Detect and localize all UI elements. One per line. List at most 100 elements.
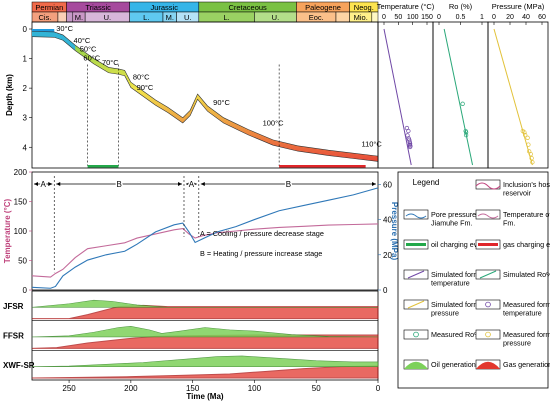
oil-rate-2 (31, 355, 379, 367)
legend-label: temperature (503, 308, 542, 317)
stage-1 (57, 11, 67, 23)
isotherm-label-5: 80°C (133, 73, 150, 82)
generation-rate-panel: JFSR FFSR XWF-SR 250 200 150 100 50 0 Time (Ma) (3, 290, 381, 401)
stage-label-10: Eoc. (309, 13, 324, 22)
legend-label: pressure (503, 338, 531, 347)
stage-label-6: M. (166, 13, 174, 22)
stage-13 (371, 11, 379, 23)
depth-tick-label-2: 2 (23, 84, 28, 93)
profile-point-1-3 (463, 132, 469, 138)
legend-label: Simulated formation (431, 270, 495, 279)
depth-tick-label-4: 4 (23, 143, 28, 152)
stage-label-9: U. (272, 13, 280, 22)
profile-line-1 (443, 28, 474, 166)
isotherm-label-3: 60°C (83, 54, 100, 63)
time-tick-label-4: 50 (312, 384, 321, 393)
burial-top-line (31, 31, 379, 157)
stage-label-0: A (40, 180, 46, 189)
isotherm-label-1: 40°C (74, 36, 91, 45)
legend-item-7: Simulated Ro% (475, 269, 550, 280)
stratigraphy-bar: Permian Triassic Jurassic Cretaceous Paleoge… (31, 1, 379, 23)
legend-label: Pore pressure of (431, 210, 484, 219)
profile-tick-label-0-0: 0 (382, 14, 386, 21)
legend-swatch (475, 299, 501, 310)
stage-label-12: Mio. (354, 13, 368, 22)
burial-bottom-line (31, 36, 379, 162)
annotation-a: A = Cooling / pressure decrease stage (200, 229, 324, 238)
time-tick-label-5: 0 (376, 384, 381, 393)
isotherm-label-2: 50°C (80, 45, 97, 54)
legend-label: Fm. (503, 218, 515, 227)
profile-line-2 (493, 28, 533, 166)
stage-arrowhead-r-3 (372, 182, 376, 186)
time-tick-label-0: 250 (62, 384, 76, 393)
oil-rate-1 (31, 326, 379, 338)
stage-label-2: A (189, 180, 195, 189)
temp-axis-label: Temperature (°C) (3, 198, 12, 263)
stage-arrowhead-l-3 (200, 182, 205, 186)
period-label-4: Paleogene (305, 3, 341, 12)
legend-hump (404, 361, 428, 369)
time-axis-label: Time (Ma) (186, 392, 224, 401)
profile-tick-label-1-2: 1 (480, 14, 484, 21)
press-tick-label-3: 60 (383, 180, 392, 189)
profile-title-1: Ro (%) (449, 2, 473, 11)
legend-label: Gas generation rate (503, 360, 550, 369)
stage-label-0: Cis. (39, 13, 52, 22)
legend-swatch (475, 329, 501, 340)
period-label-1: Triassic (85, 3, 111, 12)
annotation-b: B = Heating / pressure increase stage (200, 249, 322, 258)
stage-arrowhead-l-1 (56, 182, 61, 186)
stage-11 (335, 11, 350, 23)
isotherm-label-0: 30°C (56, 24, 73, 33)
legend-label: Measured formation (503, 330, 550, 339)
isotherm-label-8: 100°C (263, 119, 285, 128)
stage-label-5: L. (143, 13, 149, 22)
isotherm-label-6: 90°C (137, 83, 154, 92)
isotherm-label-9: 110°C (361, 139, 382, 148)
legend-line (477, 213, 499, 219)
oil-rate-0 (31, 299, 378, 308)
period-label-3: Cretaceous (228, 3, 267, 12)
legend-label: reservoir (503, 188, 532, 197)
profile-line-0 (383, 28, 412, 166)
legend-label: pressure (431, 308, 459, 317)
legend-swatch (475, 179, 501, 190)
period-label-0: Permian (35, 3, 63, 12)
legend-diag (407, 270, 425, 279)
legend-diag (479, 270, 497, 279)
isotherm-label-4: 70°C (102, 58, 119, 67)
legend-item-4: oil charging event (403, 239, 487, 250)
profile-tick-label-0-2: 100 (407, 14, 419, 21)
legend-title: Legend (413, 178, 440, 187)
legend-label: Temperature of Jiamuhe (503, 210, 550, 219)
stage-label-3: M. (75, 13, 83, 22)
press-tick-label-0: 0 (383, 286, 388, 295)
legend-label: gas charging event (503, 240, 550, 249)
stage-label-4: U. (104, 13, 112, 22)
temp-tick-label-0: 0 (23, 286, 28, 295)
legend-circle (413, 331, 419, 338)
profile-tick-label-2-0: 0 (492, 14, 496, 21)
stage-arrowhead-r-0 (48, 182, 53, 186)
profile-point-0-4 (407, 137, 412, 143)
legend-label: Measured formation (503, 300, 550, 309)
time-tick-label-2: 150 (186, 384, 200, 393)
profile-tick-label-2-3: 60 (538, 14, 546, 21)
stage-arrowhead-l-2 (185, 182, 190, 186)
profile-frame-2 (487, 21, 549, 169)
profile-point-2-3 (525, 135, 530, 140)
stage-arrowhead-l-0 (34, 182, 38, 186)
profile-point-1-2 (463, 130, 469, 135)
press-tick-label-1: 20 (383, 251, 392, 260)
legend-label: Measured Ro% (431, 330, 481, 339)
profile-point-1-0 (460, 101, 465, 106)
press-tick-label-2: 40 (383, 216, 392, 225)
period-label-5: Neog. (354, 3, 374, 12)
time-tick-label-1: 200 (124, 384, 138, 393)
